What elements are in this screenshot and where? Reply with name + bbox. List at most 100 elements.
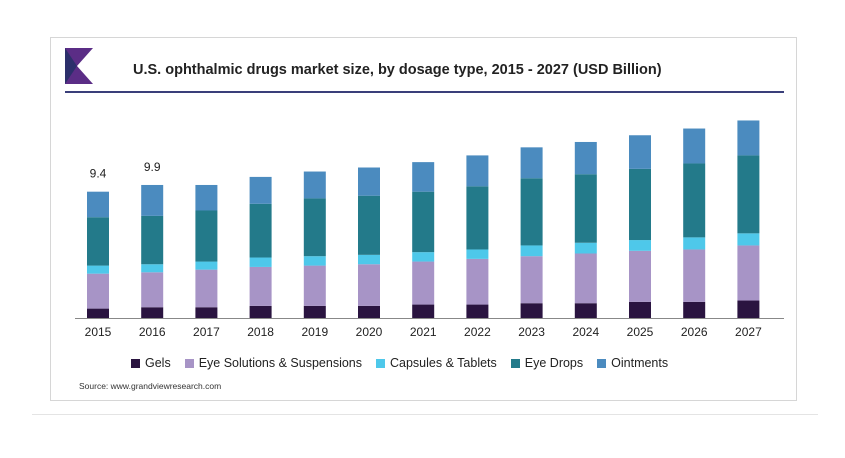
bar-ointments-2019 (303, 171, 326, 199)
bar-ointments-2015 (87, 191, 109, 218)
x-tick-label: 2023 (518, 325, 545, 339)
bar-eye-drops-2023 (520, 178, 543, 246)
bar-eye-solutions-suspensions-2018 (249, 266, 272, 306)
bar-capsules-tablets-2023 (520, 245, 543, 257)
legend-label: Eye Drops (524, 356, 584, 370)
legend-item-capsules-tablets: Capsules & Tablets (376, 356, 497, 370)
bar-gels-2020 (358, 305, 380, 318)
title-divider (65, 91, 784, 93)
x-tick-label: 2015 (85, 325, 112, 339)
bar-ointments-2022 (466, 155, 489, 187)
bar-ointments-2020 (358, 167, 380, 196)
x-tick-label: 2018 (247, 325, 274, 339)
legend-item-ointments: Ointments (597, 356, 668, 370)
bar-capsules-tablets-2017 (195, 261, 218, 270)
x-tick-label: 2024 (572, 325, 599, 339)
bar-eye-solutions-suspensions-2022 (466, 258, 489, 305)
bar-capsules-tablets-2021 (412, 252, 435, 262)
bar-gels-2021 (412, 304, 435, 318)
bar-eye-drops-2019 (303, 198, 326, 257)
x-tick-label: 2017 (193, 325, 220, 339)
data-label: 9.9 (144, 160, 161, 174)
bar-gels-2027 (737, 300, 760, 318)
x-tick-label: 2020 (356, 325, 383, 339)
legend-swatch (184, 358, 194, 368)
bar-gels-2023 (520, 303, 543, 318)
x-tick-label: 2022 (464, 325, 491, 339)
bar-gels-2022 (466, 304, 489, 318)
grandview-logo-icon (65, 48, 93, 84)
bar-eye-solutions-suspensions-2023 (520, 256, 543, 304)
chart-card: U.S. ophthalmic drugs market size, by do… (50, 37, 797, 401)
page-divider (32, 414, 818, 415)
bar-gels-2018 (249, 305, 272, 318)
bar-gels-2019 (303, 305, 326, 318)
source-note: Source: www.grandviewresearch.com (79, 381, 222, 391)
bar-capsules-tablets-2026 (683, 237, 706, 250)
chart-legend: Gels Eye Solutions & Suspensions Capsules … (131, 356, 668, 370)
bar-eye-solutions-suspensions-2027 (737, 245, 760, 301)
bar-gels-2017 (195, 307, 218, 318)
legend-item-eye-drops: Eye Drops (510, 356, 584, 370)
legend-item-eye-solutions-suspensions: Eye Solutions & Suspensions (184, 356, 362, 370)
bar-capsules-tablets-2016 (141, 264, 164, 273)
bar-eye-drops-2025 (629, 168, 651, 241)
bar-ointments-2017 (195, 184, 218, 211)
bar-gels-2016 (141, 307, 164, 318)
bar-eye-solutions-suspensions-2025 (629, 250, 651, 302)
legend-label: Ointments (611, 356, 669, 370)
bar-eye-solutions-suspensions-2016 (141, 272, 164, 308)
bar-ointments-2023 (520, 147, 543, 179)
legend-swatch (597, 358, 607, 368)
legend-label: Eye Solutions & Suspensions (198, 356, 362, 370)
bar-capsules-tablets-2027 (737, 233, 760, 246)
x-tick-label: 2026 (681, 325, 708, 339)
bar-eye-drops-2027 (737, 155, 760, 234)
bar-gels-2015 (87, 308, 109, 318)
bar-gels-2024 (574, 303, 597, 318)
bar-ointments-2025 (629, 135, 651, 169)
bar-ointments-2024 (574, 141, 597, 175)
bar-eye-drops-2016 (141, 215, 164, 265)
x-tick-label: 2027 (735, 325, 762, 339)
bar-ointments-2021 (412, 162, 435, 192)
bar-eye-solutions-suspensions-2026 (683, 249, 706, 302)
bar-capsules-tablets-2015 (87, 265, 109, 274)
chart-title: U.S. ophthalmic drugs market size, by do… (133, 62, 662, 78)
x-tick-label: 2021 (410, 325, 437, 339)
bar-capsules-tablets-2025 (629, 240, 651, 251)
x-tick-label: 2016 (139, 325, 166, 339)
bar-eye-drops-2022 (466, 186, 489, 250)
bar-eye-solutions-suspensions-2015 (87, 273, 109, 309)
x-tick-label: 2019 (301, 325, 328, 339)
bar-eye-drops-2018 (249, 203, 272, 258)
bar-gels-2026 (683, 301, 706, 318)
bar-capsules-tablets-2019 (303, 256, 326, 266)
bar-eye-drops-2017 (195, 210, 218, 262)
bar-ointments-2016 (141, 184, 164, 216)
bar-eye-drops-2024 (574, 174, 597, 243)
bar-eye-drops-2020 (358, 195, 380, 255)
legend-item-gels: Gels (131, 356, 171, 370)
stacked-bar-chart: 2015 2016 2017 2018 2019 2020 2021 2022 2023 2024… (75, 120, 784, 339)
bar-eye-solutions-suspensions-2024 (574, 253, 597, 304)
legend-label: Gels (145, 356, 171, 370)
data-label: 9.4 (90, 167, 107, 181)
bar-eye-solutions-suspensions-2021 (412, 261, 435, 305)
bar-eye-solutions-suspensions-2017 (195, 269, 218, 308)
bar-ointments-2027 (737, 120, 760, 156)
x-tick-label: 2025 (627, 325, 654, 339)
legend-swatch (131, 358, 140, 368)
legend-swatch (510, 358, 520, 368)
legend-swatch (376, 358, 385, 368)
bar-ointments-2018 (249, 176, 272, 204)
legend-label: Capsules & Tablets (390, 356, 497, 370)
bar-eye-drops-2015 (87, 217, 109, 266)
bar-eye-solutions-suspensions-2020 (358, 264, 380, 306)
bar-gels-2025 (629, 301, 651, 318)
bar-capsules-tablets-2022 (466, 249, 489, 259)
bar-capsules-tablets-2024 (574, 242, 597, 254)
bar-eye-drops-2026 (683, 163, 706, 238)
bar-eye-solutions-suspensions-2019 (303, 265, 326, 306)
bar-capsules-tablets-2020 (358, 254, 380, 265)
